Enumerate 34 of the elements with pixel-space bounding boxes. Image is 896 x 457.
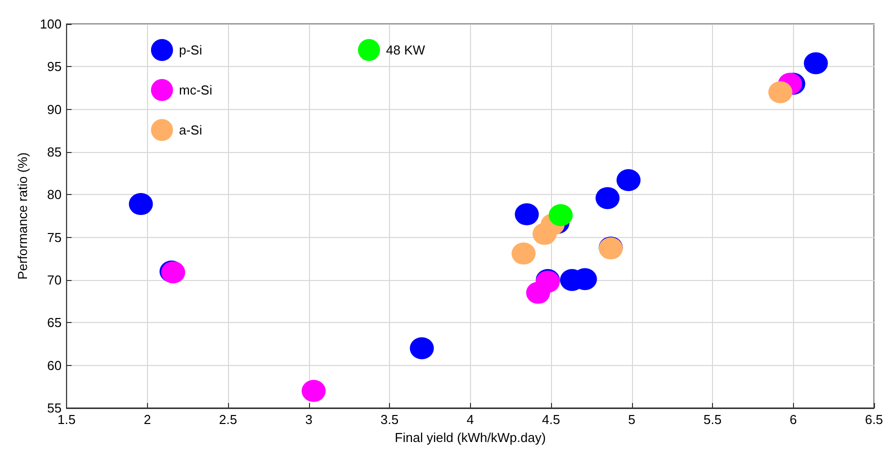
point [616,169,641,192]
y-axis-title: Performance ratio (%) [15,152,30,280]
point [302,380,326,402]
y-tick-label: 100 [40,16,62,32]
legend-label: p-Si [179,42,202,58]
x-tick-label: 6 [790,412,797,427]
point [768,81,792,104]
y-tick-label: 65 [47,315,62,330]
x-tick-label: 3 [305,412,312,427]
y-tick-label: 90 [47,102,62,117]
x-tick-label: 2 [144,412,151,427]
legend-label: a-Si [179,122,202,138]
legend-label: mc-Si [179,82,212,98]
point [128,193,153,216]
y-tick-label: 75 [47,230,62,245]
point [514,203,539,226]
x-tick-label: 2.5 [219,412,238,427]
x-tick-label: 4 [466,412,474,427]
y-tick-label: 80 [47,187,62,202]
x-tick-label: 4.5 [542,412,560,427]
point [804,52,828,74]
x-tick-label: 3.5 [380,412,399,427]
x-tick-label: 5.5 [703,412,722,427]
y-tick-label: 95 [47,59,62,74]
point [596,187,620,210]
legend-label: 48 KW [386,42,426,58]
x-tick-label: 6.5 [864,412,884,427]
x-axis-title: Final yield (kWh/kWp.day) [394,430,546,445]
x-tick-label: 5 [628,412,636,427]
point [410,337,434,360]
y-tick-label: 60 [47,358,62,373]
point [512,242,536,265]
y-tick-label: 85 [47,144,62,160]
y-tick-label: 70 [47,272,62,288]
